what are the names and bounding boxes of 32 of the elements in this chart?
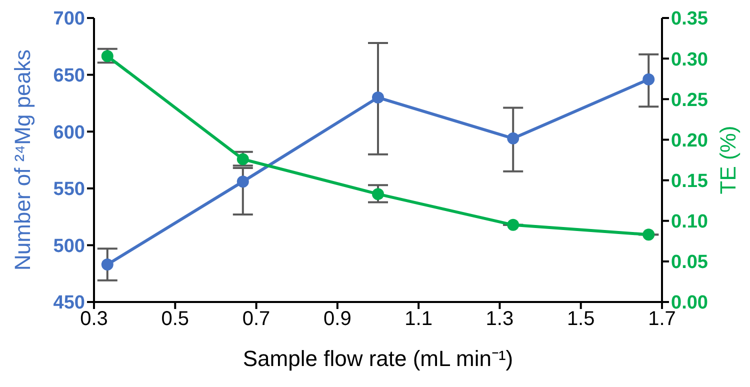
- point: [101, 258, 114, 271]
- point: [372, 92, 384, 104]
- y2-tick-label: 0.30: [671, 49, 708, 70]
- y2-tick-label: 0.20: [671, 130, 708, 152]
- y-tick-label: 550: [53, 179, 85, 200]
- x-tick-label: 1.3: [486, 308, 514, 330]
- y2-axis-title: TE (%): [716, 126, 740, 194]
- y2-tick-label: 0.10: [671, 212, 708, 233]
- y-tick-label: 700: [53, 8, 85, 30]
- point: [507, 218, 520, 231]
- point: [642, 228, 655, 241]
- y2-tick-label: 0.15: [671, 171, 708, 192]
- x-tick-label: 1.5: [566, 308, 595, 330]
- y-tick-label: 600: [53, 122, 85, 144]
- point: [236, 176, 249, 188]
- x-tick-label: 1.7: [648, 308, 676, 330]
- point: [101, 50, 114, 62]
- y2-tick-label: 0.25: [671, 90, 708, 111]
- y2-tick-label: 0.05: [671, 252, 708, 274]
- x-tick-label: 0.9: [324, 308, 352, 330]
- x-axis-title: Sample flow rate (mL min⁻¹): [242, 346, 514, 371]
- x-tick-label: 0.3: [80, 308, 108, 330]
- y-tick-label: 500: [53, 236, 85, 257]
- x-tick-label: 1.1: [404, 308, 432, 330]
- x-tick-label: 0.5: [161, 308, 190, 330]
- y2-tick-label: 0.35: [671, 8, 708, 30]
- y-axis-title: Number of ²⁴Mg peaks: [10, 50, 35, 270]
- point: [372, 188, 384, 200]
- x-tick-label: 0.7: [242, 308, 270, 330]
- point: [507, 132, 520, 144]
- y-tick-label: 650: [53, 66, 85, 87]
- point: [642, 73, 655, 86]
